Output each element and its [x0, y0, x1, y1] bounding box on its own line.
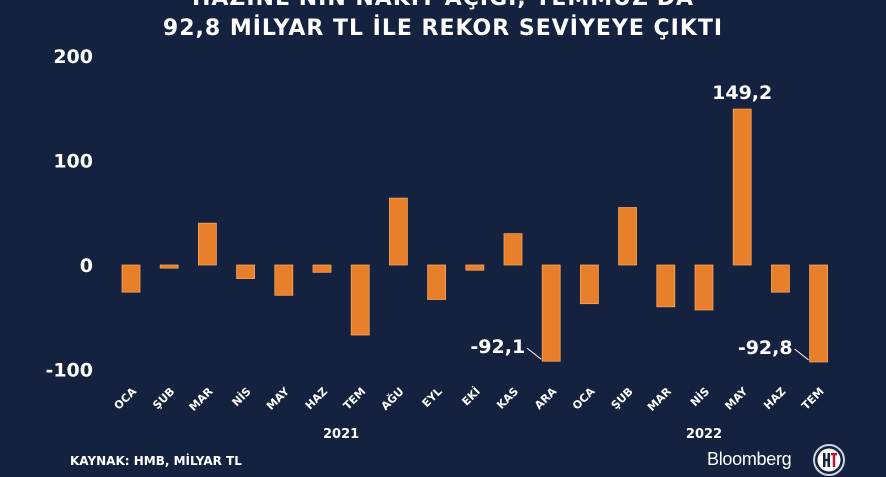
x-tick-label: HAZ [303, 385, 330, 412]
x-tick-label: NİS [229, 384, 254, 409]
x-tick-label: TEM [799, 385, 827, 413]
data-label: -92,1 [470, 336, 525, 358]
source-note: KAYNAK: HMB, MİLYAR TL [70, 454, 242, 468]
data-label: 149,2 [712, 82, 772, 104]
bar [236, 264, 256, 279]
x-tick-label: EKİ [459, 384, 483, 408]
bloomberg-ht-logo-icon [813, 444, 845, 476]
bar [159, 264, 179, 269]
bar [274, 264, 294, 296]
x-tick-label: MAY [722, 384, 751, 413]
x-tick-label: AĞU [379, 385, 407, 413]
x-tick-label: MAY [264, 384, 293, 413]
bar [465, 264, 485, 271]
year-label: 2022 [686, 427, 722, 442]
bar [503, 233, 523, 266]
data-label: -92,8 [738, 337, 793, 359]
chart-title-line-2: 92,8 MİLYAR TL İLE REKOR SEVİYEYE ÇIKTI [162, 16, 724, 41]
x-tick-label: KAS [494, 385, 521, 412]
data-label-leader [794, 348, 809, 361]
bar [388, 197, 408, 266]
x-tick-label: OCA [570, 385, 598, 413]
bar [580, 264, 599, 305]
bar [541, 264, 561, 362]
y-tick-label: 200 [53, 46, 93, 68]
x-tick-label: EYL [420, 385, 445, 410]
bar [350, 264, 370, 336]
x-tick-label: TEM [341, 385, 369, 413]
bar [771, 264, 790, 293]
data-label-leader [526, 347, 542, 360]
x-tick-label: ŞUB [150, 385, 177, 412]
x-tick-label: MAR [187, 385, 216, 414]
bar [694, 264, 714, 311]
brand-logo-text: Bloomberg [707, 449, 792, 469]
bar [732, 108, 752, 266]
bar [121, 264, 141, 293]
x-tick-label: MAR [645, 385, 674, 414]
x-tick-label: ARA [532, 385, 560, 413]
y-tick-label: 0 [80, 255, 93, 277]
y-tick-label: 100 [53, 151, 93, 173]
x-tick-label: OCA [112, 385, 140, 413]
y-tick-label: -100 [45, 360, 93, 382]
bar [427, 264, 447, 300]
bar [656, 264, 676, 308]
bar [809, 264, 828, 363]
bar [618, 207, 637, 266]
chart-title-line-1: HAZİNE'NİN NAKİT AÇIĞI, TEMMUZ'DA [0, 0, 886, 11]
x-tick-label: NİS [687, 384, 712, 409]
bar [312, 264, 332, 273]
x-tick-label: HAZ [761, 385, 788, 412]
bar [197, 222, 217, 266]
year-label: 2021 [323, 427, 359, 442]
x-tick-label: ŞUB [609, 385, 636, 412]
